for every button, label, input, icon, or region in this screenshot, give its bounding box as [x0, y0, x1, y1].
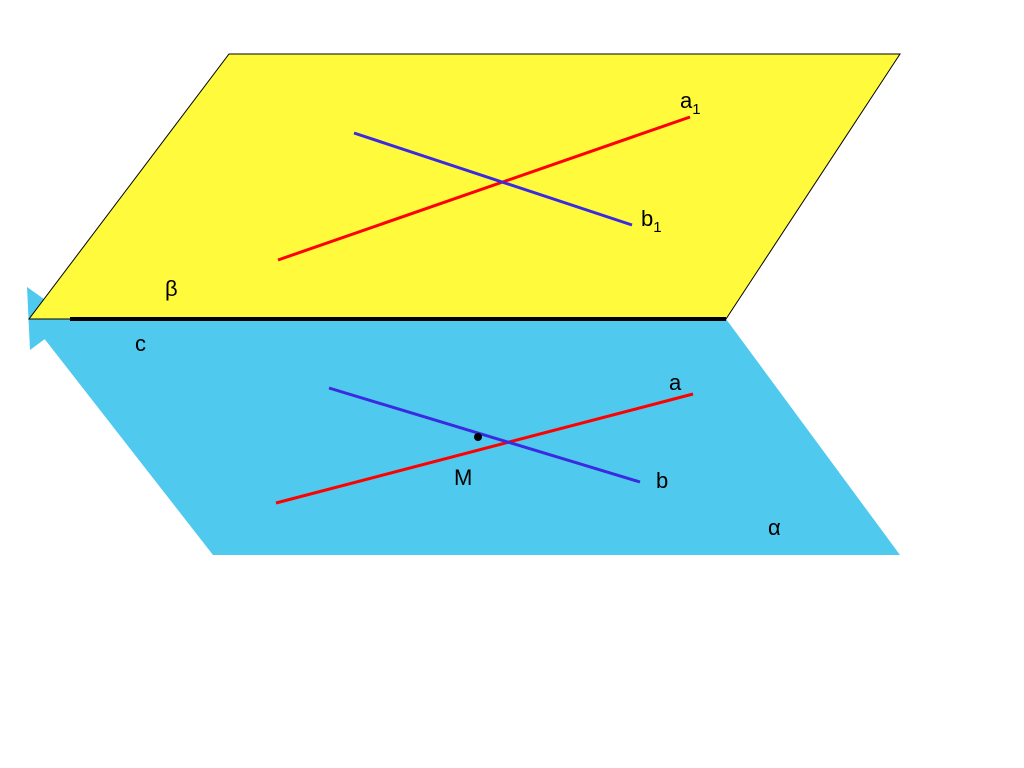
- label-a1-main: a: [680, 88, 693, 113]
- plane-beta: [29, 54, 900, 319]
- label-b: b: [656, 468, 668, 493]
- point-m: [474, 433, 482, 441]
- label-beta: β: [165, 276, 178, 301]
- label-alpha: α: [768, 515, 781, 540]
- geometry-diagram: α β c M a b a1 b1: [0, 0, 1024, 768]
- label-a1-sub: 1: [692, 101, 700, 118]
- label-b1-main: b: [641, 206, 653, 231]
- label-a: a: [669, 370, 682, 395]
- label-b1-sub: 1: [653, 219, 661, 236]
- label-m: M: [454, 465, 472, 490]
- label-c: c: [135, 331, 146, 356]
